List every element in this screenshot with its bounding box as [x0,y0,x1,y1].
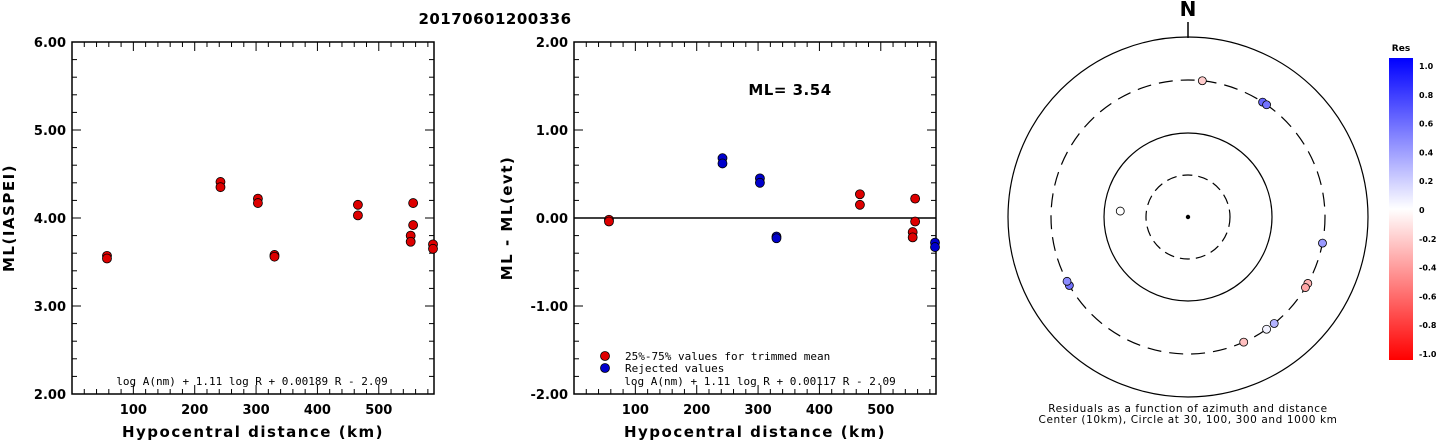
data-point [910,193,921,204]
x-axis-label: Hypocentral distance (km) [122,423,384,441]
data-point [910,216,921,227]
station-marker [1197,76,1207,86]
data-point [408,220,419,230]
colorbar-tick-label: -0.2 [1419,235,1437,244]
x-tick-label: 300 [242,403,269,418]
colorbar-tick-label: 1.0 [1419,62,1434,71]
x-axis-label: Hypocentral distance (km) [624,423,886,441]
data-point [717,158,728,169]
station-marker [1062,276,1072,286]
colorbar-title: Res [1392,44,1410,54]
tick-marks [72,42,434,394]
x-tick-labels: 100 200 300 400 500 [120,403,393,418]
ring-100km [1103,132,1273,302]
colorbar-tick-label: -0.8 [1419,321,1437,330]
x-tick-label: 500 [867,403,894,418]
ring-30km [1145,174,1231,260]
polar-caption-line1: Residuals as a function of azimuth and d… [1048,403,1328,415]
data-point [253,198,263,208]
center-point [1185,214,1191,220]
x-tick-label: 100 [120,403,147,418]
x-tick-label: 400 [806,403,833,418]
legend-label-rejected: Rejected values [625,362,724,375]
data-point [405,236,416,247]
residual-colorbar: Res 1.0 0.8 0.6 0.4 0.2 0 -0.2 -0.4 -0.6 -0.8 -1.0 [1389,44,1437,360]
colorbar-tick-label: 0.4 [1419,148,1434,157]
data-point [102,253,112,264]
x-tick-labels: 100 200 300 400 500 [622,403,895,418]
azimuth-residual-map: N Residuals as a function of azimuth and… [1007,0,1369,426]
data-point [408,198,419,208]
station-marker [1301,283,1310,292]
station-marker [1115,206,1125,216]
data-point [907,232,918,243]
data-point [771,233,782,244]
y-tick-label: 2.00 [536,36,568,51]
magnitude-vs-distance-panel: 100 200 300 400 500 2.00 3.00 4.00 5.00 6.00 log… [0,36,438,441]
station-marker [1239,337,1249,347]
figure-title: 20170601200336 [418,10,571,28]
colorbar-tick-labels: 1.0 0.8 0.6 0.4 0.2 0 -0.2 -0.4 -0.6 -0.8 -1.0 [1419,62,1437,359]
data-points [604,153,940,252]
y-tick-label: 0.00 [536,212,568,227]
y-axis-label: ML(IASPEI) [0,164,18,272]
y-tick-label: 6.00 [34,36,66,51]
x-tick-label: 500 [365,403,392,418]
station-markers [1062,76,1327,347]
y-tick-label: 2.00 [34,388,66,403]
data-point [215,182,226,193]
ring-300km [1050,79,1326,355]
x-tick-label: 200 [181,403,208,418]
legend-marker-trimmed [600,351,610,361]
data-points [102,177,438,264]
colorbar-tick-label: -0.6 [1419,292,1437,301]
data-point [428,243,438,254]
data-point [855,189,865,200]
station-marker [1318,238,1327,248]
ml-annotation: ML= 3.54 [748,81,831,99]
station-marker [1262,100,1271,110]
colorbar-gradient [1389,58,1413,360]
colorbar-tick-label: -1.0 [1419,350,1437,359]
colorbar-tick-label: 0 [1419,206,1425,215]
data-point [930,242,940,252]
y-tick-labels: 2.00 3.00 4.00 5.00 6.00 [34,36,66,403]
colorbar-tick-label: 0.6 [1419,120,1434,129]
data-point [755,177,765,188]
plot-frame [71,41,435,395]
data-point [353,210,363,221]
station-marker [1262,324,1271,334]
y-tick-label: 4.00 [34,212,66,227]
data-point [604,216,614,227]
station-marker [1269,319,1279,328]
data-point [269,251,280,262]
data-point [855,199,865,210]
formula-text: log A(nm) + 1.11 log R + 0.00189 R - 2.0… [116,375,388,388]
residual-vs-distance-panel: 100 200 300 400 500 -2.00 -1.00 0.00 1.00 2.00 M… [498,36,940,441]
x-tick-label: 100 [622,403,649,418]
north-label: N [1180,0,1197,21]
y-axis-label: ML - ML(evt) [498,156,516,280]
colorbar-tick-label: 0.8 [1419,91,1434,100]
colorbar-tick-label: -0.4 [1419,264,1437,273]
y-tick-label: 3.00 [34,300,66,315]
polar-caption-line2: Center (10km), Circle at 30, 100, 300 an… [1039,414,1338,426]
data-point [353,199,363,210]
legend-marker-rejected [600,363,610,373]
x-tick-label: 200 [683,403,710,418]
y-tick-label: -1.00 [531,300,568,315]
y-tick-label: -2.00 [531,388,568,403]
y-tick-label: 5.00 [34,124,66,139]
x-tick-label: 400 [304,403,331,418]
y-tick-labels: -2.00 -1.00 0.00 1.00 2.00 [531,36,568,403]
formula-text: log A(nm) + 1.11 log R + 0.00117 R - 2.0… [624,375,896,388]
y-tick-label: 1.00 [536,124,568,139]
x-tick-label: 300 [744,403,771,418]
legend-label-trimmed: 25%-75% values for trimmed mean [625,350,830,363]
ring-1000km [1007,36,1369,398]
tick-marks [574,42,936,394]
colorbar-tick-label: 0.2 [1419,177,1433,186]
